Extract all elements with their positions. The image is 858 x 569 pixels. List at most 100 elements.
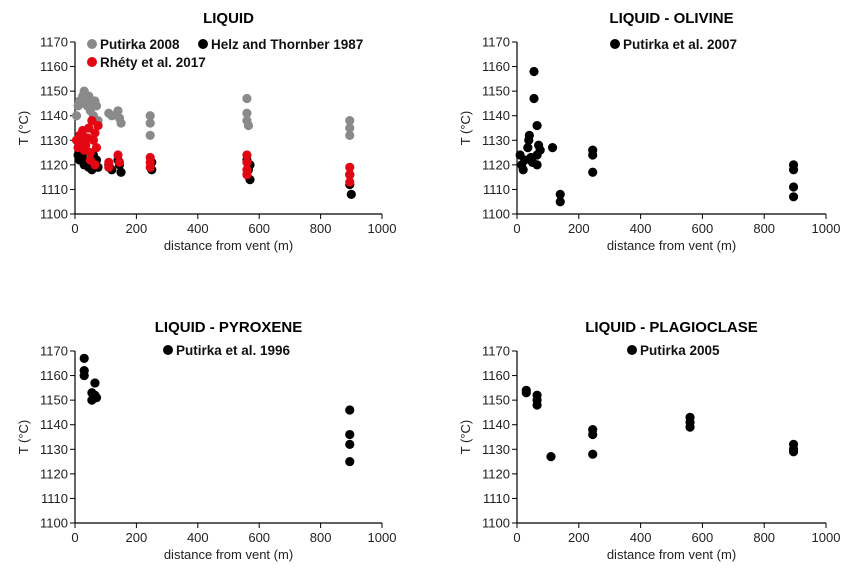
series-3 <box>71 116 355 187</box>
y-tick-label: 1160 <box>40 368 68 383</box>
data-point <box>788 192 799 202</box>
data-point <box>145 130 155 140</box>
data-point <box>113 150 123 160</box>
y-tick-label: 1120 <box>482 157 510 172</box>
data-point <box>242 108 252 118</box>
data-point <box>90 160 100 170</box>
data-point <box>546 452 556 462</box>
data-point <box>524 130 534 140</box>
y-tick-label: 1160 <box>40 59 68 74</box>
data-point <box>555 189 565 199</box>
data-point <box>588 429 598 440</box>
data-point <box>529 93 539 104</box>
data-point <box>91 143 102 153</box>
data-point <box>81 140 91 150</box>
data-point <box>116 167 126 177</box>
data-point <box>79 353 89 363</box>
y-tick-label: 1170 <box>40 35 68 50</box>
y-axis-label: T (°C) <box>458 420 473 455</box>
data-point <box>588 150 598 160</box>
y-tick-label: 1140 <box>482 417 510 432</box>
x-tick-label: 200 <box>126 221 148 236</box>
y-tick-label: 1150 <box>40 393 68 408</box>
x-tick-label: 1000 <box>368 221 397 236</box>
data-point <box>91 393 102 403</box>
x-tick-label: 600 <box>692 221 714 236</box>
y-tick-label: 1160 <box>482 368 510 383</box>
data-point <box>521 388 531 398</box>
x-tick-label: 1000 <box>812 221 841 236</box>
x-tick-label: 0 <box>71 221 78 236</box>
data-point <box>547 143 558 153</box>
y-tick-label: 1170 <box>482 35 510 50</box>
data-point <box>345 162 355 172</box>
data-point <box>345 123 355 133</box>
data-point <box>107 111 117 121</box>
data-point <box>104 157 114 167</box>
y-tick-label: 1160 <box>482 59 510 74</box>
y-tick-label: 1140 <box>40 108 68 123</box>
data-point <box>532 160 542 170</box>
chart-title: LIQUID - PLAGIOCLASE <box>585 319 758 336</box>
data-point <box>535 145 545 155</box>
y-tick-label: 1150 <box>482 393 510 408</box>
x-tick-label: 600 <box>248 221 270 236</box>
legend-marker <box>198 39 208 49</box>
x-tick-label: 400 <box>187 530 209 545</box>
data-point <box>532 400 542 410</box>
data-point <box>145 118 155 128</box>
data-point <box>242 157 252 167</box>
data-point <box>93 120 103 131</box>
data-point <box>88 135 99 145</box>
data-point <box>685 422 695 432</box>
data-point <box>345 456 355 467</box>
data-point <box>518 165 528 175</box>
data-point <box>532 120 542 131</box>
x-axis-label: distance from vent (m) <box>607 547 736 562</box>
x-tick-label: 200 <box>126 530 148 545</box>
data-point <box>79 370 89 381</box>
chart-title: LIQUID - PYROXENE <box>155 319 303 336</box>
legend-marker <box>87 39 97 49</box>
x-tick-label: 800 <box>310 530 332 545</box>
data-point <box>242 170 252 180</box>
y-tick-label: 1130 <box>40 442 68 457</box>
x-tick-label: 600 <box>692 530 714 545</box>
legend-label: Rhéty et al. 2017 <box>100 55 206 70</box>
chart-panel-3: LIQUID - PYROXENE 1100 1110 1120 1130 1140 115… <box>16 319 396 562</box>
data-point <box>345 170 355 180</box>
y-tick-label: 1110 <box>483 182 510 197</box>
x-tick-label: 800 <box>310 221 332 236</box>
data-point <box>788 182 799 192</box>
data-point <box>523 143 533 153</box>
data-point <box>242 93 252 104</box>
x-axis-label: distance from vent (m) <box>164 547 293 562</box>
x-tick-label: 0 <box>513 530 520 545</box>
y-tick-label: 1110 <box>483 491 510 506</box>
legend-marker <box>627 345 637 355</box>
data-point <box>345 429 355 440</box>
x-tick-label: 1000 <box>368 530 397 545</box>
chart-title: LIQUID - OLIVINE <box>609 10 733 27</box>
legend-label: Putirka et al. 1996 <box>176 343 291 358</box>
x-axis-label: distance from vent (m) <box>607 238 736 253</box>
data-point <box>113 106 123 116</box>
y-tick-label: 1130 <box>482 442 510 457</box>
data-point <box>91 101 102 111</box>
x-tick-label: 400 <box>187 221 209 236</box>
legend-marker <box>610 39 620 49</box>
legend-label: Putirka 2005 <box>640 343 720 358</box>
chart-panel-2: LIQUID - OLIVINE 1100 1110 1120 1130 1140 1150… <box>458 10 840 253</box>
y-tick-label: 1100 <box>482 516 510 531</box>
y-tick-label: 1170 <box>482 344 510 359</box>
y-axis-label: T (°C) <box>16 111 31 146</box>
data-point <box>788 165 799 175</box>
x-tick-label: 400 <box>630 221 652 236</box>
y-tick-label: 1110 <box>41 182 68 197</box>
y-tick-label: 1110 <box>41 491 68 506</box>
y-tick-label: 1130 <box>40 133 68 148</box>
y-tick-label: 1150 <box>482 84 510 99</box>
y-tick-label: 1120 <box>40 157 68 172</box>
data-point <box>114 157 125 167</box>
